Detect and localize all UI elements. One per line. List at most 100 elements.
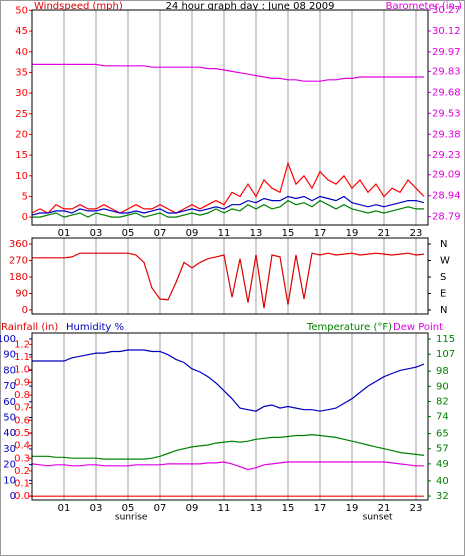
y-tick-label: 30 [3,444,16,455]
y-tick-label: 35 [15,67,28,78]
y2-tick-label: 32 [436,491,449,502]
x-tick-label: 09 [186,228,199,239]
y-tick-label: 50 [3,413,16,424]
series-line [31,461,424,471]
x-tick-label: 11 [218,503,231,514]
y3-tick-label: 0.8 [14,390,30,401]
plot-area [32,10,428,225]
plot-border [31,332,429,501]
y2-tick-label: N [440,305,447,316]
y3-tick-label: 0.3 [14,453,30,464]
x-tick-label: 01 [58,228,71,239]
y2-tick-label: 29.23 [432,150,461,161]
chart-title: 24 hour graph day : June 08 2009 [166,1,335,12]
plot-area [32,238,428,314]
y2-tick-label: 29.53 [432,108,461,119]
legend-dew-point: Dew Point [393,322,443,333]
y-tick-label: 25 [15,109,28,120]
y-tick-label: 20 [3,460,16,471]
y-tick-label: 180 [9,272,28,283]
y-tick-label: 360 [9,239,28,250]
y-tick-label: 0 [22,212,28,223]
y3-tick-label: 1.0 [14,365,30,376]
x-tick-label: 21 [378,503,391,514]
x-tick-label: 05 [122,503,135,514]
x-tick-label: 11 [218,228,231,239]
y-tick-label: 40 [3,428,16,439]
y2-tick-label: 29.83 [432,66,461,77]
y2-tick-label: 29.38 [432,129,461,140]
x-tick-label: 13 [250,503,263,514]
y2-tick-label: 28.94 [432,191,461,202]
x-tick-label: 21 [378,228,391,239]
y3-tick-label: 1.2 [14,339,30,350]
x-tick-label: 23 [410,228,423,239]
legend-humidity: Humidity % [66,322,124,333]
y-tick-label: 70 [3,381,16,392]
legend-temperature: Temperature (°F) [306,322,392,333]
y-tick-label: 0 [22,305,28,316]
y-tick-label: 45 [15,26,28,37]
annotation: sunset [363,513,393,523]
y-tick-label: 80 [3,365,16,376]
y3-tick-label: 0.7 [14,403,30,414]
y3-tick-label: 0.1 [14,479,30,490]
y3-tick-label: 1.1 [14,352,30,363]
y-tick-label: 90 [3,350,16,361]
y2-tick-label: 29.97 [432,47,461,58]
y3-tick-label: 0.9 [14,377,30,388]
plot-area [32,333,428,500]
x-tick-label: 19 [346,228,359,239]
y2-tick-label: 28.79 [432,212,461,223]
y-tick-label: 15 [15,150,28,161]
y2-tick-label: 30.27 [432,5,461,16]
x-tick-label: 17 [314,503,327,514]
x-tick-label: 07 [154,228,167,239]
x-tick-label: 23 [410,503,423,514]
x-tick-label: 03 [90,228,103,239]
y2-tick-label: 90 [436,381,449,392]
y-tick-label: 10 [3,475,16,486]
y2-tick-label: 30.12 [432,26,461,37]
y2-tick-label: 115 [436,334,455,345]
y2-tick-label: 74 [436,412,449,423]
x-tick-label: 17 [314,228,327,239]
y2-tick-label: E [440,288,446,299]
y2-tick-label: 40 [436,476,449,487]
y-tick-label: 10 [15,171,28,182]
x-tick-label: 13 [250,228,263,239]
x-tick-label: 03 [90,503,103,514]
y3-tick-label: 0.0 [14,491,30,502]
y2-tick-label: 29.68 [432,87,461,98]
y-tick-label: 30 [15,88,28,99]
y2-tick-label: S [440,272,446,283]
y2-tick-label: W [440,256,450,267]
y2-tick-label: 82 [436,396,449,407]
y-label: Windspeed (mph) [34,1,123,12]
y-tick-label: 0 [10,491,16,502]
y2-tick-label: 65 [436,429,449,440]
x-tick-label: 15 [282,228,295,239]
y2-tick-label: 107 [436,349,455,360]
x-tick-label: 19 [346,503,359,514]
y-tick-label: 40 [15,47,28,58]
series-line [32,199,424,218]
annotation: sunrise [115,513,148,523]
y-tick-label: 270 [9,256,28,267]
series-line [32,349,425,412]
y2-tick-label: 49 [436,459,449,470]
y-tick-label: 50 [15,5,28,16]
x-tick-label: 01 [58,503,71,514]
y2-tick-label: N [440,239,447,250]
y-tick-label: 100 [0,334,16,345]
y3-tick-label: 0.4 [14,441,30,452]
x-tick-label: 09 [186,503,199,514]
series-line [32,63,424,82]
series-line [31,195,425,216]
x-tick-label: 05 [122,228,135,239]
series-line [32,252,425,309]
y-tick-label: 90 [15,288,28,299]
y3-tick-label: 0.2 [14,466,30,477]
series-line [31,161,425,214]
